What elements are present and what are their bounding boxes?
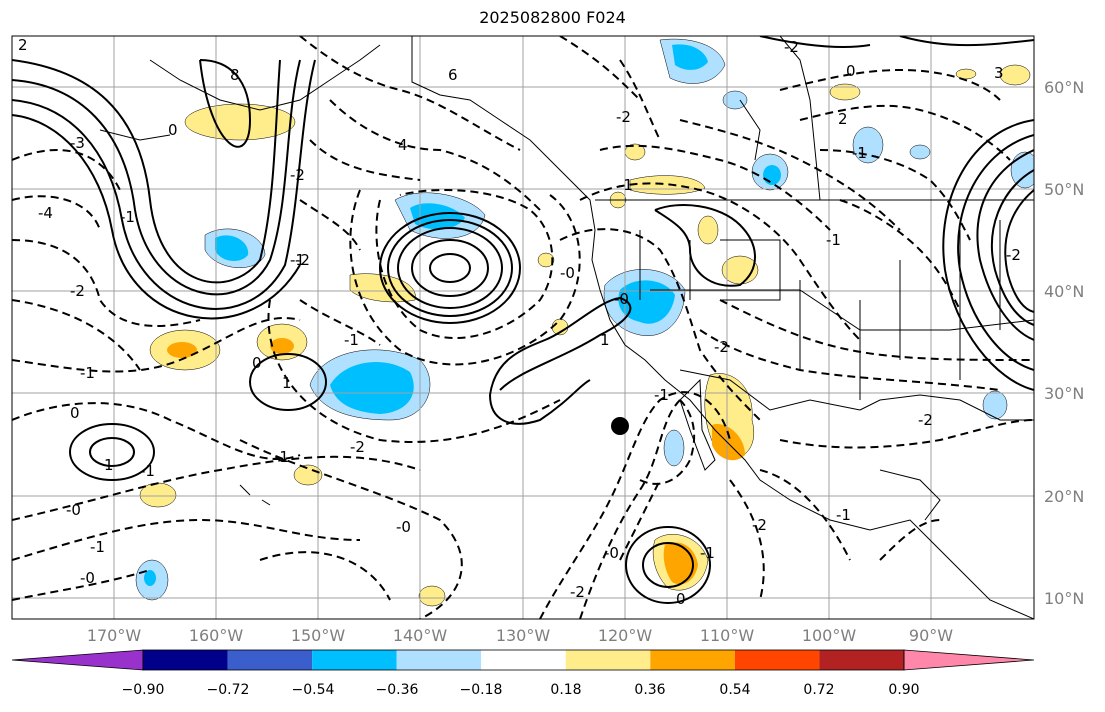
colorbar-cell (481, 650, 566, 670)
contour-label: 1 (282, 374, 292, 392)
lat-label: 20°N (1044, 487, 1085, 506)
contour-label: 6 (448, 66, 458, 84)
lon-label: 100°W (801, 626, 857, 645)
contour-label: -1 (836, 506, 851, 524)
contour-label: -0 (614, 290, 629, 308)
colorbar-tick-label: −0.36 (375, 682, 419, 698)
lat-label: 40°N (1044, 282, 1085, 301)
contour-label: 0 (676, 590, 686, 608)
colorbar-tick-label: 0.54 (719, 682, 751, 698)
contour-label: -2 (918, 411, 933, 429)
colorbar-cell (396, 650, 482, 670)
colorbar-frame (142, 649, 905, 671)
contour-label: 0 (168, 121, 178, 139)
contour-label: 0 (252, 354, 262, 372)
contours (12, 36, 1034, 604)
colorbar-cell (734, 650, 820, 670)
colorbar-cell (819, 650, 904, 670)
map-title: 2025082800 F024 (479, 8, 626, 27)
contour-label: -0 (396, 518, 411, 536)
contour-label: -1 (80, 364, 95, 382)
contour-label: 4 (398, 136, 408, 154)
contour-label: -1 (852, 144, 867, 162)
coastlines (99, 36, 1034, 619)
contour-labels: 2 6 8 -3 -4 -1 -2 0 4 -2 -1 0 -1 1 -1 -2… (18, 36, 1021, 608)
colorbar-cell (143, 650, 228, 670)
colorbar-tick-label: −0.90 (121, 682, 165, 698)
contour-label: -1 (290, 251, 305, 269)
lat-label: 60°N (1044, 78, 1085, 97)
contour-label: -2 (784, 38, 799, 56)
contour-label: 2 (838, 110, 848, 128)
contour-label: -1 (140, 462, 155, 480)
colorbar-tick-label: −0.18 (459, 682, 503, 698)
colorbar-tick-label: 0.18 (550, 682, 582, 698)
lat-label: 30°N (1044, 384, 1085, 403)
contour-label: 1 (600, 331, 610, 349)
contour-label: -2 (570, 583, 585, 601)
contour-label: -0 (604, 544, 619, 562)
contour-label: -0 (80, 569, 95, 587)
storm-center-marker (611, 417, 629, 435)
contour-label: -1 (120, 208, 135, 226)
contour-label: 1 (104, 456, 114, 474)
contour-label: -2 (714, 338, 729, 356)
contour-label: -3 (70, 134, 85, 152)
colorbar-tick-label: −0.54 (291, 682, 335, 698)
colorbar-tick-label: −0.72 (206, 682, 250, 698)
contour-label: -2 (1006, 246, 1021, 264)
map-frame (11, 35, 1035, 620)
lat-label: 50°N (1044, 180, 1085, 199)
contour-label: 8 (230, 66, 240, 84)
colorbar-tick-label: 0.36 (634, 682, 666, 698)
colorbar-cell (650, 650, 735, 670)
contours-dashed (12, 36, 1034, 619)
contour-label: -1 (826, 231, 841, 249)
colorbar-extend-low (11, 649, 144, 671)
contour-label: -2 (616, 108, 631, 126)
contour-label: -2 (752, 516, 767, 534)
contour-label: -2 (295, 251, 310, 269)
contour-label: -2 (290, 166, 305, 184)
colorbar (11, 649, 1035, 671)
colorbar-cell (565, 650, 651, 670)
lon-label: 150°W (290, 626, 346, 645)
anomaly-shading (135, 38, 1034, 607)
lon-label: 90°W (908, 626, 954, 645)
contour-label: 3 (994, 64, 1004, 82)
colorbar-tick-label: 0.72 (803, 682, 835, 698)
lon-label: 170°W (86, 626, 142, 645)
lon-label: 120°W (597, 626, 653, 645)
colorbar-cell (312, 650, 397, 670)
lon-label: 130°W (495, 626, 551, 645)
contour-label: -2 (70, 282, 85, 300)
contour-label: 0 (70, 404, 80, 422)
colorbar-cell (227, 650, 313, 670)
contour-label: -1 (700, 544, 715, 562)
contour-label: -4 (38, 204, 53, 222)
contour-label: -2 (350, 438, 365, 456)
contour-label: 2 (18, 36, 28, 54)
contour-label: -0 (66, 501, 81, 519)
contour-label: -1 (654, 386, 669, 404)
lon-label: 110°W (699, 626, 755, 645)
contour-label: -1 (274, 448, 289, 466)
lon-label: 140°W (392, 626, 448, 645)
contour-label: -1 (90, 538, 105, 556)
contour-label: -0 (560, 264, 575, 282)
contour-label: -1 (344, 331, 359, 349)
contour-label: 0 (846, 62, 856, 80)
graticule (12, 36, 1034, 619)
contour-label: -1 (618, 176, 633, 194)
lat-label: 10°N (1044, 589, 1085, 608)
colorbar-extend-high (903, 649, 1035, 671)
colorbar-tick-label: 0.90 (888, 682, 920, 698)
lon-label: 160°W (188, 626, 244, 645)
